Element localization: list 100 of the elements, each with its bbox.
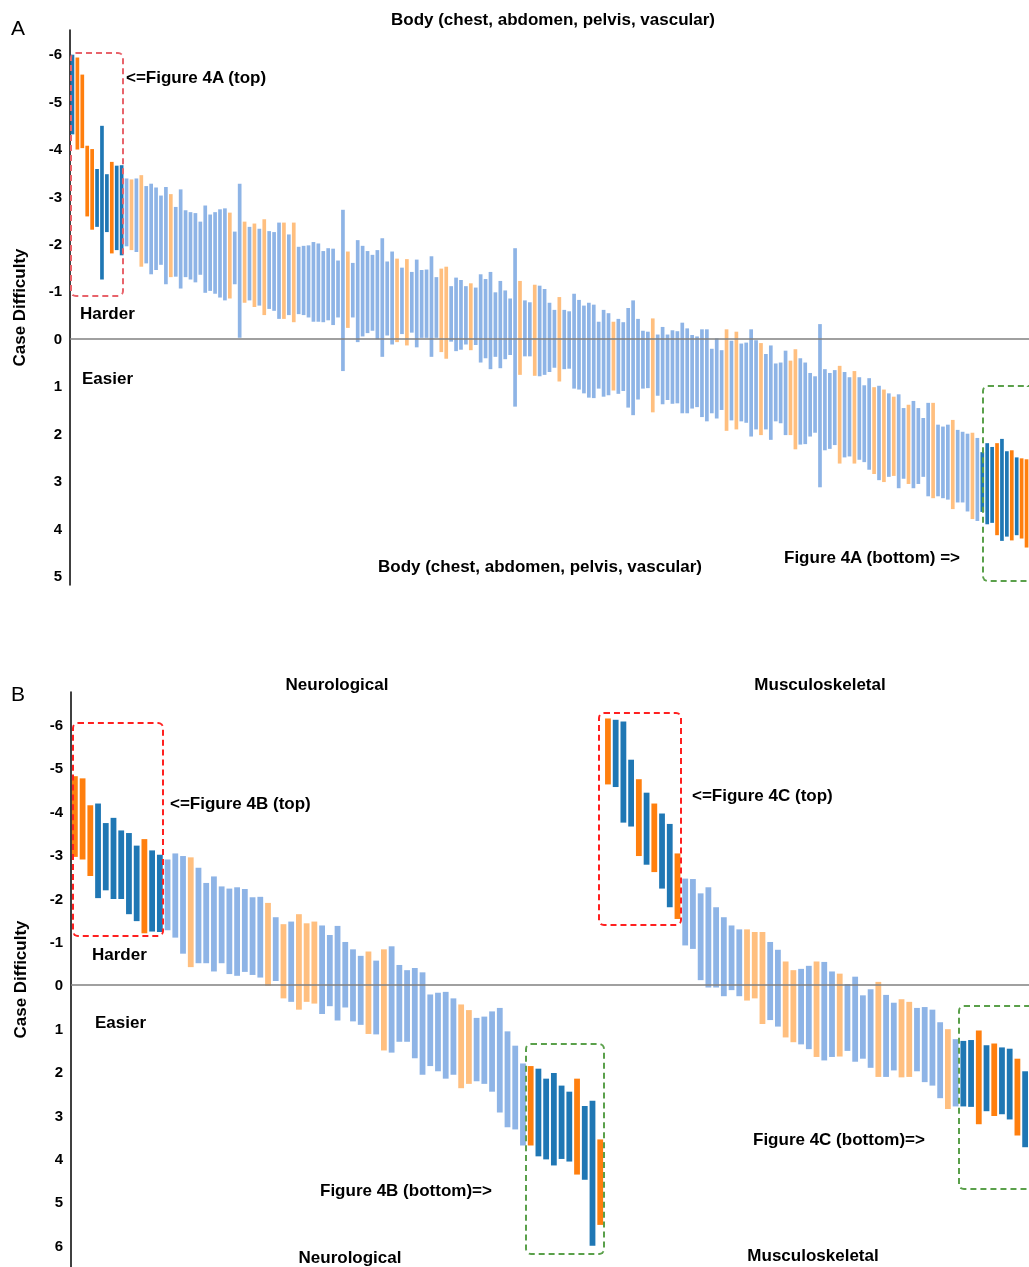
bar bbox=[968, 1040, 974, 1107]
y-tick-label: 5 bbox=[54, 1193, 63, 1211]
y-tick-label: 2 bbox=[54, 1063, 63, 1081]
bar bbox=[857, 377, 862, 460]
bar bbox=[883, 994, 889, 1077]
bar bbox=[265, 902, 271, 986]
bar bbox=[775, 949, 781, 1027]
bar bbox=[821, 961, 828, 1061]
y-tick-label: -3 bbox=[48, 187, 62, 205]
bar bbox=[272, 917, 279, 982]
bar bbox=[1014, 457, 1019, 536]
y-tick-label: 3 bbox=[54, 1106, 63, 1124]
bar bbox=[872, 387, 876, 474]
bar bbox=[581, 1106, 588, 1180]
bar bbox=[296, 914, 302, 1010]
bar bbox=[102, 823, 109, 891]
bar bbox=[921, 1007, 928, 1083]
bar bbox=[291, 222, 296, 323]
bar bbox=[187, 857, 194, 968]
bar bbox=[566, 1091, 573, 1162]
bar bbox=[666, 823, 673, 908]
bar bbox=[296, 246, 301, 315]
bar bbox=[860, 995, 866, 1059]
y-tick-label: 3 bbox=[53, 472, 62, 490]
y-tick-label: -4 bbox=[49, 802, 64, 820]
bar bbox=[227, 212, 232, 299]
bar bbox=[350, 949, 356, 1022]
annotation: Easier bbox=[95, 1012, 147, 1032]
bar bbox=[659, 813, 665, 889]
bar bbox=[404, 970, 410, 1042]
bar bbox=[257, 228, 262, 306]
bar bbox=[489, 1011, 495, 1092]
bar bbox=[532, 284, 537, 376]
bar bbox=[381, 949, 387, 1051]
annotation: Figure 4A (bottom) => bbox=[784, 547, 961, 567]
bar bbox=[114, 165, 119, 251]
y-tick-label: -6 bbox=[48, 45, 62, 63]
annotation: Musculoskeletal bbox=[747, 1245, 879, 1265]
bar bbox=[203, 882, 210, 964]
bar bbox=[713, 907, 719, 988]
bar bbox=[991, 1043, 998, 1116]
bar bbox=[952, 1039, 959, 1107]
y-tick-label: 0 bbox=[53, 329, 62, 347]
bar bbox=[342, 941, 349, 1008]
bar bbox=[518, 280, 522, 375]
bar bbox=[257, 896, 264, 978]
bar bbox=[999, 1047, 1005, 1115]
annotation: Neurological bbox=[298, 1247, 402, 1267]
bar bbox=[944, 1029, 951, 1110]
bar bbox=[357, 955, 364, 1025]
bar bbox=[95, 803, 101, 899]
bar bbox=[896, 394, 901, 489]
bar bbox=[751, 931, 758, 999]
bar bbox=[319, 925, 325, 1014]
annotation: Figure 4B (bottom)=> bbox=[320, 1180, 492, 1200]
bar bbox=[950, 419, 955, 510]
bar bbox=[650, 318, 655, 413]
bar bbox=[109, 161, 114, 254]
y-tick-label: 1 bbox=[53, 377, 62, 395]
y-tick-label: 5 bbox=[53, 567, 62, 585]
bar bbox=[267, 231, 272, 309]
bar bbox=[557, 297, 562, 382]
bar bbox=[852, 976, 859, 1062]
bar bbox=[714, 338, 719, 419]
bar bbox=[960, 1040, 967, 1107]
bar bbox=[234, 887, 240, 976]
bar bbox=[937, 1022, 944, 1099]
bar bbox=[172, 853, 179, 938]
bar bbox=[262, 219, 267, 316]
bar bbox=[798, 968, 804, 1045]
y-tick-label: -3 bbox=[49, 846, 63, 864]
bar bbox=[832, 370, 837, 446]
bar bbox=[891, 396, 896, 476]
bar bbox=[346, 251, 350, 328]
bar bbox=[458, 1004, 465, 1089]
y-tick-label: -4 bbox=[48, 140, 63, 158]
bar bbox=[798, 358, 803, 445]
bar bbox=[414, 259, 419, 348]
bar bbox=[241, 889, 248, 972]
bar bbox=[906, 1001, 913, 1077]
y-tick-label: -5 bbox=[49, 759, 63, 777]
y-tick-label: 1 bbox=[54, 1019, 63, 1037]
annotation: Easier bbox=[82, 368, 134, 388]
bar bbox=[520, 1063, 526, 1146]
bar bbox=[759, 343, 763, 436]
chart-title: B bbox=[11, 682, 26, 705]
y-axis-title: Case Difficulty bbox=[11, 919, 30, 1039]
bar bbox=[682, 878, 689, 946]
bar bbox=[465, 1010, 472, 1084]
bar bbox=[498, 280, 503, 369]
annotation: Harder bbox=[92, 944, 148, 964]
bar bbox=[597, 1139, 604, 1225]
bar bbox=[326, 935, 333, 1007]
bar bbox=[211, 876, 217, 972]
bar bbox=[405, 259, 409, 346]
annotation: <=Figure 4C (top) bbox=[692, 785, 833, 805]
chart-title: A bbox=[11, 16, 26, 39]
y-tick-label: -2 bbox=[49, 889, 63, 907]
bar bbox=[836, 973, 843, 1057]
bar bbox=[867, 989, 874, 1068]
